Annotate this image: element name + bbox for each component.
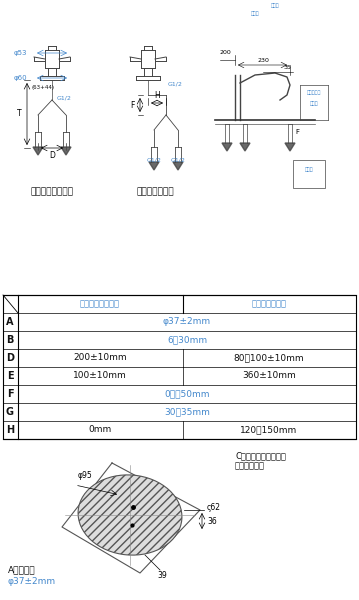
Text: 39: 39: [157, 571, 167, 580]
Text: G1/2: G1/2: [168, 82, 183, 86]
Text: H: H: [6, 425, 14, 435]
Text: 器具板: 器具板: [310, 100, 318, 106]
Polygon shape: [33, 147, 43, 155]
Text: 0mm: 0mm: [88, 425, 112, 434]
Text: F: F: [7, 389, 13, 399]
Text: 片側偏芯の場合: 片側偏芯の場合: [136, 187, 174, 196]
Text: H: H: [154, 91, 160, 100]
Text: φ60: φ60: [13, 75, 27, 81]
Text: (63+44): (63+44): [32, 85, 55, 91]
Text: 80～100±10mm: 80～100±10mm: [234, 353, 304, 362]
Text: 中心振分けの場合: 中心振分けの場合: [31, 187, 74, 196]
Text: A: A: [6, 317, 14, 327]
Text: A：取付穴: A：取付穴: [8, 565, 36, 575]
Polygon shape: [222, 143, 232, 151]
Text: 200: 200: [219, 50, 231, 55]
Text: ς62: ς62: [207, 503, 221, 511]
Text: 0～－50mm: 0～－50mm: [164, 389, 210, 398]
Text: φ95: φ95: [78, 470, 93, 479]
Text: φ37±2mm: φ37±2mm: [163, 317, 211, 326]
Text: 中心振分けの場合: 中心振分けの場合: [80, 299, 120, 308]
Text: 36: 36: [207, 517, 217, 526]
Text: 120～150mm: 120～150mm: [241, 425, 298, 434]
Text: 6～30mm: 6～30mm: [167, 335, 207, 344]
Text: 100±10mm: 100±10mm: [73, 371, 127, 380]
Text: F: F: [131, 100, 135, 109]
Ellipse shape: [78, 475, 182, 555]
Text: F: F: [295, 129, 299, 135]
Text: D: D: [6, 353, 14, 363]
Text: T: T: [17, 109, 22, 118]
Text: 35: 35: [283, 65, 291, 70]
Polygon shape: [240, 143, 250, 151]
Text: G1/2: G1/2: [57, 95, 72, 100]
Text: E: E: [7, 371, 13, 381]
Text: 止水栓: 止水栓: [305, 167, 313, 173]
Text: G1/2: G1/2: [171, 157, 186, 163]
Text: B: B: [6, 335, 14, 345]
Polygon shape: [149, 162, 159, 170]
Text: 360±10mm: 360±10mm: [242, 371, 296, 380]
Text: D: D: [49, 151, 55, 160]
Text: 30～35mm: 30～35mm: [164, 407, 210, 416]
Text: C：裏面取付作業必要: C：裏面取付作業必要: [235, 451, 286, 461]
Text: G: G: [6, 407, 14, 417]
Text: 水出口: 水出口: [251, 11, 259, 16]
Polygon shape: [285, 143, 295, 151]
Text: 200±10mm: 200±10mm: [73, 353, 127, 362]
Text: 湯出口: 湯出口: [271, 3, 279, 8]
Text: 片側偏芯の場合: 片側偏芯の場合: [252, 299, 286, 308]
Text: G1/2: G1/2: [146, 157, 162, 163]
Text: 230: 230: [257, 58, 269, 63]
Text: スペース寸法: スペース寸法: [235, 461, 265, 470]
Text: φ37±2mm: φ37±2mm: [8, 577, 56, 586]
Bar: [3, 295, 356, 439]
Text: φ53: φ53: [14, 50, 27, 56]
Polygon shape: [61, 147, 71, 155]
Polygon shape: [173, 162, 183, 170]
Bar: [293, 160, 325, 188]
Text: 水栓取付面: 水栓取付面: [307, 90, 321, 95]
